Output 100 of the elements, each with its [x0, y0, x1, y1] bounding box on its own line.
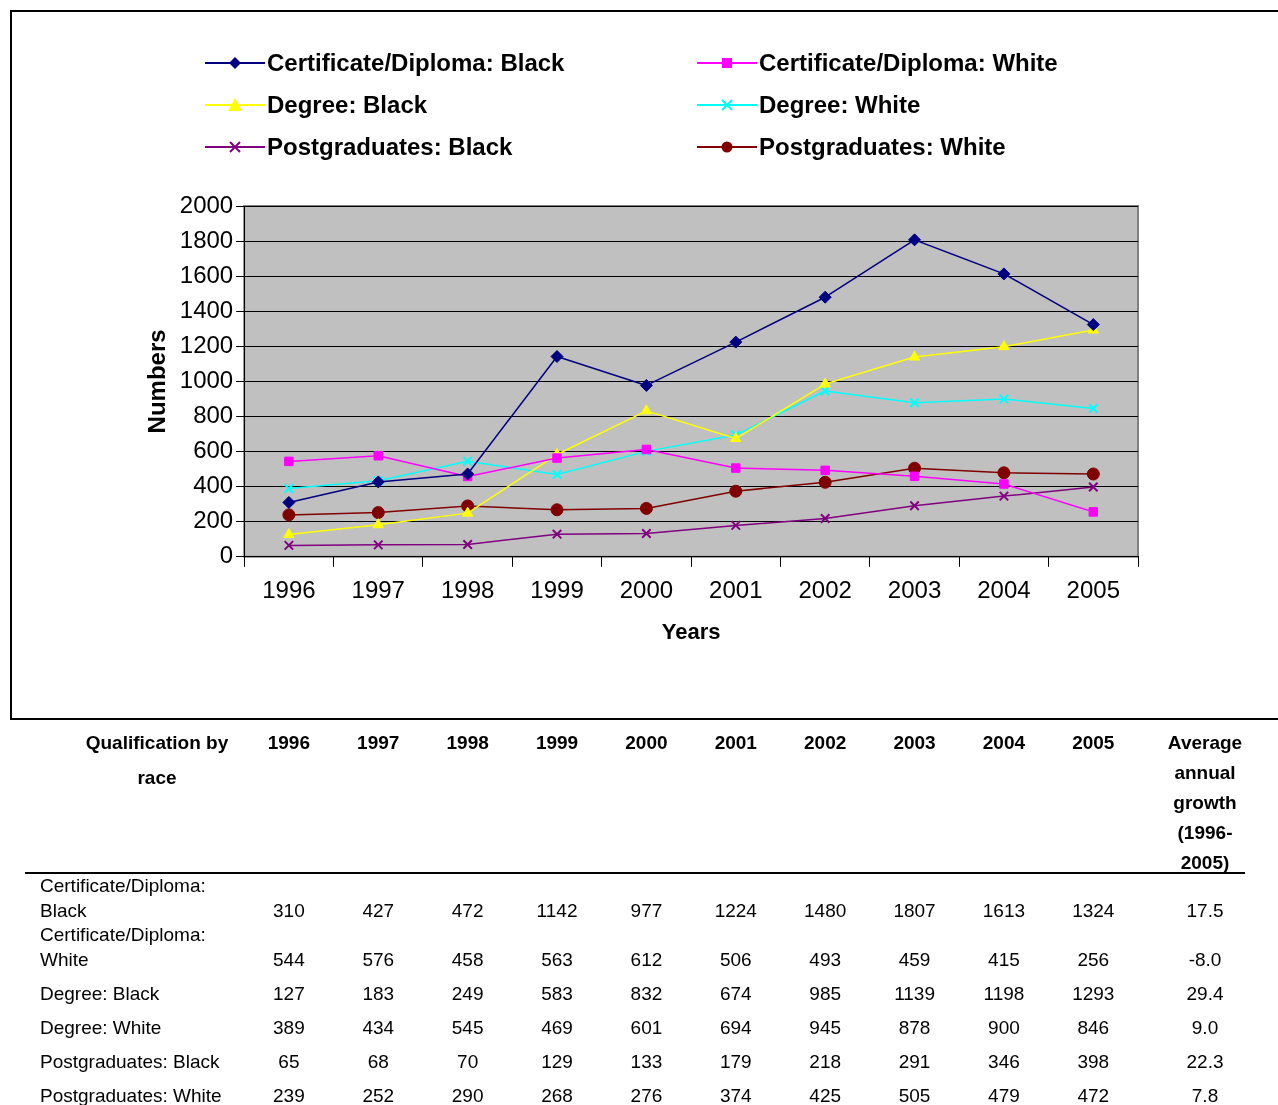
- data-label: 179: [719, 1051, 752, 1073]
- data-label: 544: [273, 949, 306, 971]
- data-label: 434: [362, 1017, 395, 1039]
- data-label: 256: [1077, 949, 1110, 971]
- data-label: 398: [1077, 1051, 1110, 1073]
- legend-label: Certificate/Diploma: White: [759, 49, 1058, 77]
- data-label: 218: [809, 1051, 842, 1073]
- data-label: 374: [719, 1085, 753, 1105]
- data-label: 459: [898, 949, 931, 971]
- data-label: 310: [273, 900, 305, 922]
- x-tick-label: 2004: [977, 575, 1031, 603]
- data-label: 133: [630, 1051, 663, 1073]
- data-label: 846: [1077, 1017, 1110, 1039]
- category-label: 2001: [714, 732, 757, 754]
- data-label: 1807: [893, 900, 936, 922]
- data-label: 612: [630, 949, 663, 971]
- category-label: 1998: [446, 732, 489, 754]
- legend-label: Degree: White: [759, 91, 921, 119]
- y-tick-label: 1400: [179, 295, 234, 323]
- legend-label: Degree: Black: [267, 91, 428, 119]
- data-label: 674: [719, 983, 753, 1005]
- x-tick-label: 2003: [887, 575, 942, 603]
- data-label: 977: [630, 900, 663, 922]
- category-label: 2004: [982, 732, 1026, 754]
- data-label: 1324: [1072, 900, 1115, 922]
- category-label: 1999: [535, 732, 579, 754]
- data-label: 945: [809, 1017, 842, 1039]
- data-label: 576: [362, 949, 395, 971]
- x-tick-label: 2002: [798, 575, 852, 603]
- text: 7.8: [1191, 1085, 1219, 1105]
- text: Qualification by race: [85, 732, 229, 789]
- y-axis-title: Numbers: [143, 329, 171, 434]
- data-label: 458: [451, 949, 484, 971]
- y-tick-label: 800: [193, 401, 234, 429]
- y-tick-label: 0: [219, 541, 234, 569]
- data-label: 506: [719, 949, 752, 971]
- data-label: 469: [541, 1017, 573, 1039]
- data-label: 545: [451, 1017, 484, 1039]
- data-label: 291: [898, 1051, 931, 1073]
- legend-label: Certificate/Diploma: Black: [267, 49, 565, 77]
- text: 9.0: [1191, 1017, 1219, 1039]
- data-label: 1293: [1072, 983, 1115, 1005]
- data-label: 129: [541, 1051, 573, 1073]
- y-tick-label: 600: [193, 436, 234, 464]
- data-label: 878: [898, 1017, 931, 1039]
- text: 22.3: [1186, 1051, 1224, 1073]
- category-label: 2000: [625, 732, 668, 754]
- y-tick-label: 200: [193, 506, 234, 534]
- data-label: 425: [809, 1085, 842, 1105]
- data-label: 239: [273, 1085, 305, 1105]
- y-tick-label: 1000: [179, 366, 234, 394]
- data-label: 252: [362, 1085, 395, 1105]
- legend-label: Postgraduates: Black: [267, 133, 513, 161]
- x-tick-label: 1998: [440, 575, 495, 603]
- data-label: 985: [809, 983, 842, 1005]
- data-label: 472: [451, 900, 484, 922]
- data-label: 1139: [894, 983, 935, 1005]
- x-tick-label: 2005: [1066, 575, 1120, 603]
- data-label: 183: [362, 983, 395, 1005]
- data-label: 601: [630, 1017, 663, 1039]
- data-label: 276: [630, 1085, 663, 1105]
- legend-label: Postgraduates: White: [759, 133, 1006, 161]
- text: Certificate/Diploma: Black: [40, 875, 206, 922]
- text: Certificate/Diploma: White: [40, 924, 206, 971]
- data-label: 249: [451, 983, 484, 1005]
- data-label: 1613: [982, 900, 1026, 922]
- data-label: 290: [451, 1085, 484, 1105]
- y-tick-label: 1600: [179, 260, 234, 288]
- data-label: 65: [278, 1051, 300, 1073]
- data-label: 268: [541, 1085, 573, 1105]
- data-label: 505: [898, 1085, 931, 1105]
- text: 17.5: [1186, 900, 1224, 922]
- data-label: 127: [273, 983, 305, 1005]
- category-label: 1997: [357, 732, 400, 754]
- data-label: 1198: [983, 983, 1025, 1005]
- data-label: 415: [988, 949, 1020, 971]
- text: -8.0: [1188, 949, 1222, 971]
- data-label: 832: [630, 983, 663, 1005]
- category-label: 2002: [804, 732, 847, 754]
- text: 29.4: [1186, 983, 1224, 1005]
- data-label: 1224: [714, 900, 758, 922]
- text: Average annual growth (1996-2005): [1167, 732, 1243, 874]
- category-label: 2005: [1072, 732, 1115, 754]
- y-tick-label: 1200: [179, 330, 234, 358]
- category-label: 1996: [267, 732, 311, 754]
- x-axis-title: Years: [661, 618, 721, 644]
- category-label: 2003: [893, 732, 936, 754]
- data-label: 694: [719, 1017, 753, 1039]
- y-tick-label: 1800: [179, 225, 234, 253]
- text: Degree: Black: [40, 983, 160, 1005]
- data-label: 1142: [536, 900, 578, 922]
- x-tick-label: 2001: [709, 575, 763, 603]
- x-tick-label: 1997: [351, 575, 405, 603]
- data-label: 346: [988, 1051, 1020, 1073]
- y-tick-label: 400: [193, 471, 234, 499]
- data-label: 479: [988, 1085, 1020, 1105]
- data-label: 900: [988, 1017, 1020, 1039]
- text: Degree: White: [40, 1017, 162, 1039]
- data-label: 472: [1077, 1085, 1110, 1105]
- y-tick-label: 2000: [179, 190, 234, 218]
